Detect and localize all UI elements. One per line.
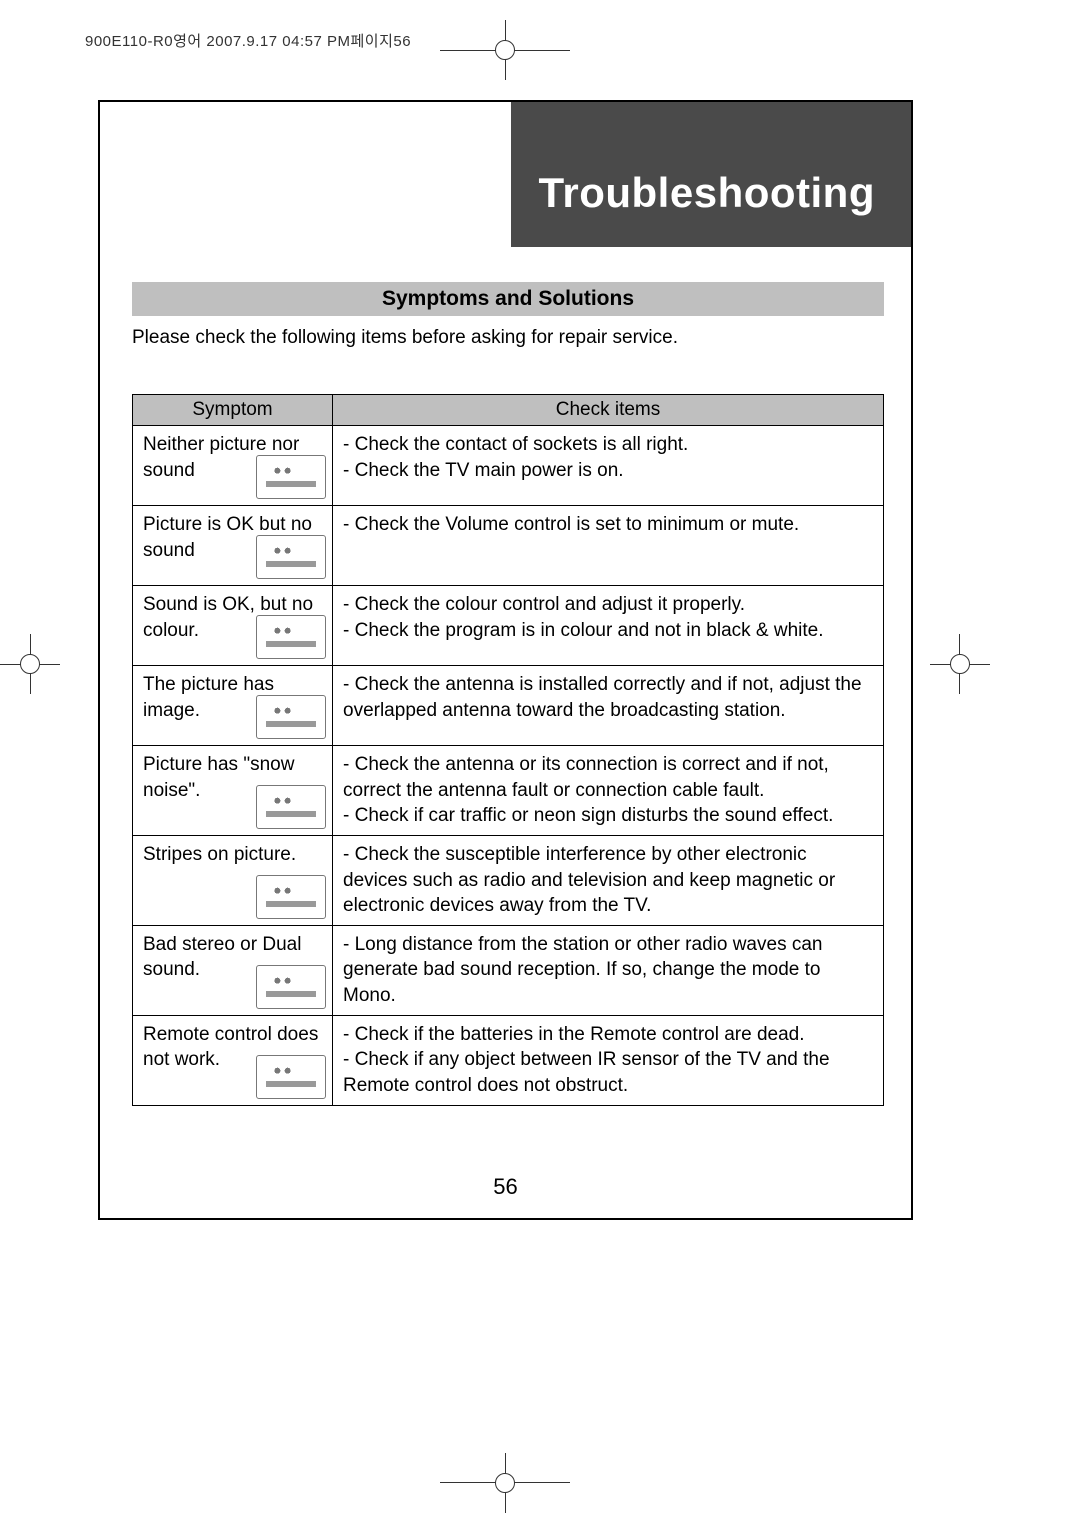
tv-icon — [256, 455, 326, 499]
chapter-title-block: Troubleshooting — [511, 102, 911, 247]
table-row: Stripes on picture. - Check the susceptib… — [133, 835, 884, 925]
symptom-cell: Stripes on picture. — [133, 835, 333, 925]
crop-mark — [20, 654, 40, 674]
section-heading: Symptoms and Solutions — [382, 287, 634, 311]
column-header-symptom: Symptom — [133, 395, 333, 426]
check-cell: - Check the colour control and adjust it… — [333, 586, 884, 666]
symptom-cell: Sound is OK, but no colour. — [133, 586, 333, 666]
crop-mark — [495, 1473, 515, 1493]
tv-icon — [256, 535, 326, 579]
source-header: 900E110-R0영어 2007.9.17 04:57 PM페이지56 — [85, 30, 411, 51]
tv-icon — [256, 695, 326, 739]
check-cell: - Check the antenna is installed correct… — [333, 666, 884, 746]
check-cell: - Check if the batteries in the Remote c… — [333, 1015, 884, 1105]
column-header-check: Check items — [333, 395, 884, 426]
symptom-cell: Picture has "snow noise". — [133, 746, 333, 836]
symptom-cell: The picture has image. — [133, 666, 333, 746]
tv-icon — [256, 785, 326, 829]
symptom-cell: Neither picture nor sound — [133, 426, 333, 506]
table-row: Neither picture nor sound- Check the con… — [133, 426, 884, 506]
table-row: Picture is OK but no sound- Check the Vo… — [133, 506, 884, 586]
table-row: Remote control does not work.- Check if … — [133, 1015, 884, 1105]
table-header-row: Symptom Check items — [133, 395, 884, 426]
tv-icon — [256, 965, 326, 1009]
intro-text: Please check the following items before … — [132, 327, 678, 349]
table-row: Picture has "snow noise".- Check the ant… — [133, 746, 884, 836]
tv-icon — [256, 1055, 326, 1099]
section-heading-bar: Symptoms and Solutions — [132, 282, 884, 316]
check-cell: - Check the susceptible interference by … — [333, 835, 884, 925]
symptom-cell: Remote control does not work. — [133, 1015, 333, 1105]
chapter-title: Troubleshooting — [539, 169, 875, 217]
page-frame: Troubleshooting Symptoms and Solutions P… — [98, 100, 913, 1220]
check-cell: - Check the antenna or its connection is… — [333, 746, 884, 836]
check-cell: - Long distance from the station or othe… — [333, 925, 884, 1015]
tv-icon — [256, 615, 326, 659]
symptom-text: Stripes on picture. — [143, 842, 322, 868]
page-number: 56 — [100, 1174, 911, 1200]
symptom-cell: Bad stereo or Dual sound. — [133, 925, 333, 1015]
table-row: Bad stereo or Dual sound.- Long distance… — [133, 925, 884, 1015]
crop-mark — [950, 654, 970, 674]
troubleshooting-table: Symptom Check items Neither picture nor … — [132, 394, 884, 1106]
tv-icon — [256, 875, 326, 919]
check-cell: - Check the contact of sockets is all ri… — [333, 426, 884, 506]
symptom-cell: Picture is OK but no sound — [133, 506, 333, 586]
table-row: Sound is OK, but no colour.- Check the c… — [133, 586, 884, 666]
check-cell: - Check the Volume control is set to min… — [333, 506, 884, 586]
crop-mark — [495, 40, 515, 60]
table-row: The picture has image.- Check the antenn… — [133, 666, 884, 746]
